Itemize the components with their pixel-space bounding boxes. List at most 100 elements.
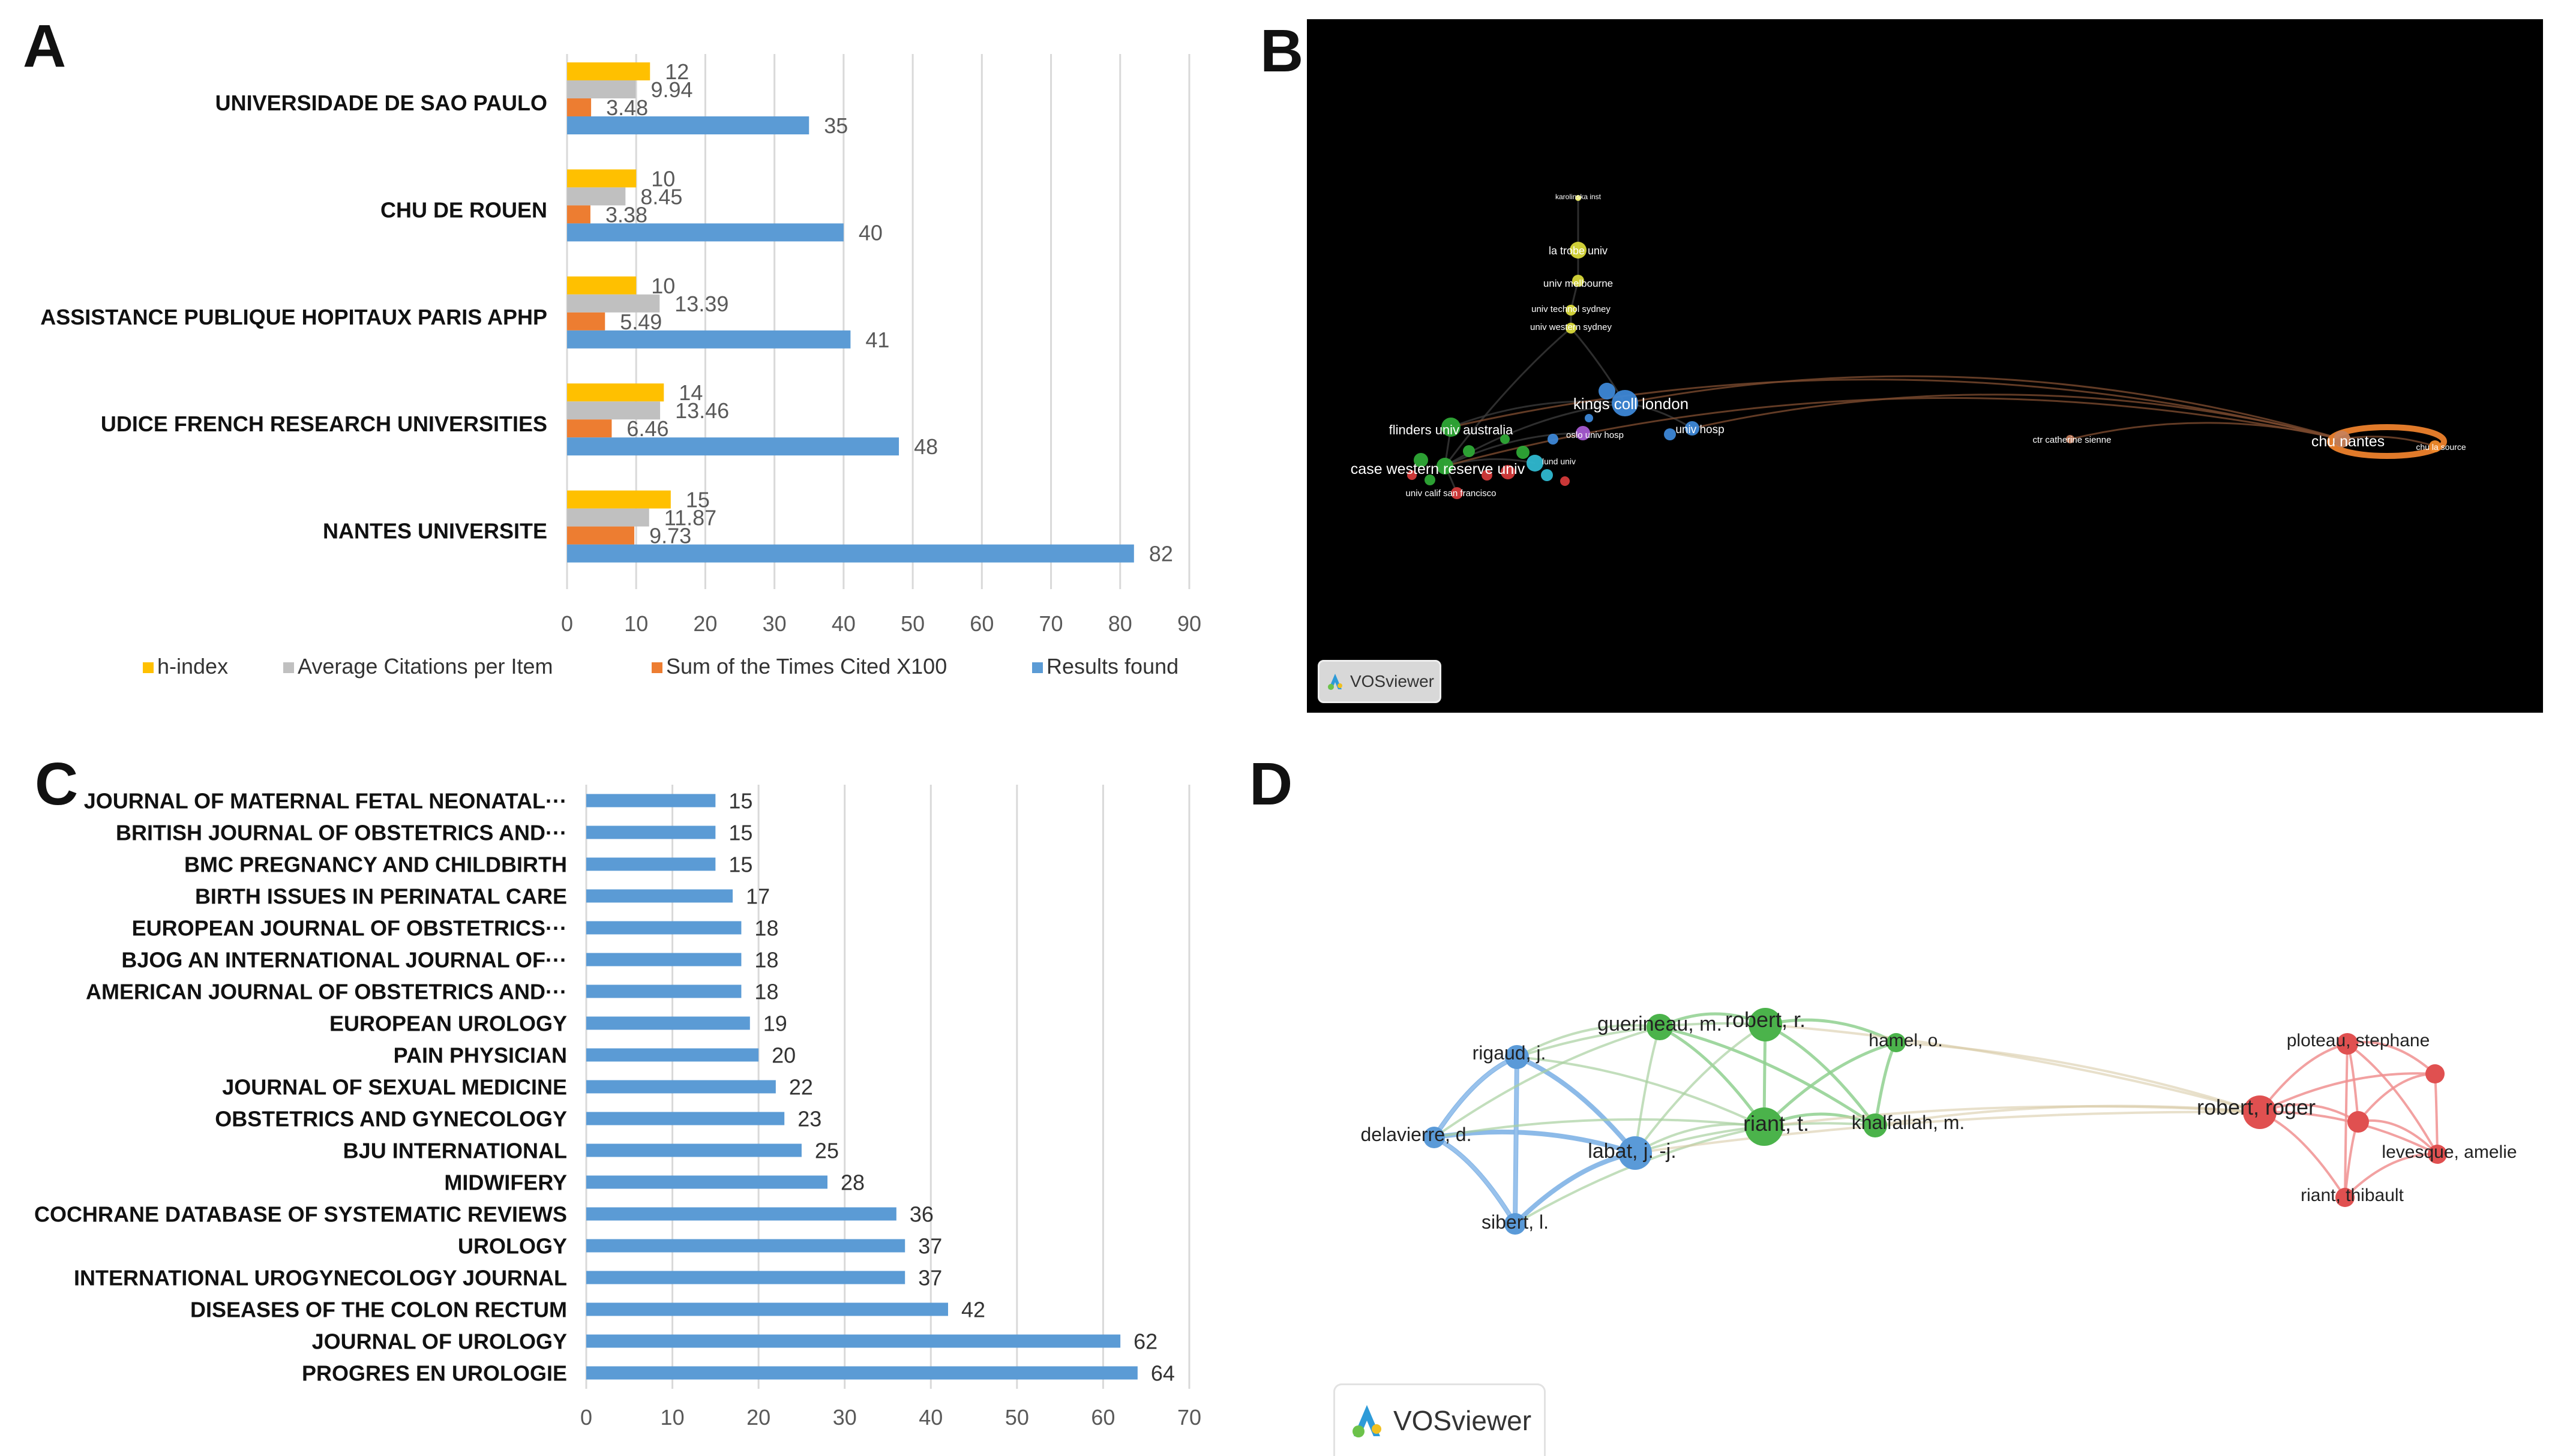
network-edge	[2344, 1152, 2438, 1199]
data-label: 17	[746, 884, 770, 909]
network-edge	[1513, 1056, 1519, 1224]
network-node	[1647, 1014, 1673, 1040]
bar	[567, 98, 592, 116]
network-node	[1541, 469, 1553, 481]
bar	[586, 921, 742, 935]
category-label: PAIN PHYSICIAN	[394, 1043, 567, 1068]
panel-label-c: C	[35, 750, 79, 818]
network-edge	[1433, 1136, 1517, 1225]
data-label: 40	[859, 220, 883, 245]
bar	[567, 62, 650, 80]
data-label: 41	[865, 328, 889, 352]
network-node-label: robert, roger	[2197, 1095, 2316, 1119]
chart-a: 0 10 20 30 40 50 60 70 80 90 UNIVERSIDADE DE SAO P…	[40, 54, 1201, 679]
category-label: JOURNAL OF SEXUAL MEDICINE	[222, 1075, 567, 1100]
bar	[567, 490, 671, 509]
x-tick-label: 0	[580, 1405, 592, 1430]
data-label: 18	[754, 948, 778, 972]
network-node-label: hamel, o.	[1869, 1031, 1942, 1050]
data-label: 9.94	[651, 77, 693, 102]
bar	[586, 1334, 1121, 1348]
legend-swatch	[1032, 662, 1043, 673]
x-tick-label: 20	[746, 1405, 770, 1430]
panel-label-d: D	[1249, 750, 1293, 818]
network-node	[2335, 1188, 2355, 1207]
category-label: BJOG AN INTERNATIONAL JOURNAL OF···	[121, 948, 567, 972]
x-tick-label: 70	[1177, 1405, 1201, 1430]
panel-label-b: B	[1260, 17, 1304, 85]
bar	[586, 1080, 776, 1094]
network-node	[1612, 390, 1638, 416]
network-node	[1505, 1045, 1529, 1069]
network-node-label: guerineau, m.	[1597, 1013, 1722, 1035]
bar	[586, 1175, 827, 1189]
network-node	[1585, 414, 1593, 422]
network-node	[2334, 431, 2350, 448]
data-label: 9.73	[649, 524, 691, 548]
network-node-label: rigaud, j.	[1473, 1042, 1546, 1064]
legend-swatch	[283, 662, 294, 673]
data-label: 25	[815, 1139, 839, 1163]
data-label: 18	[754, 916, 778, 941]
panel-label-a: A	[23, 13, 67, 80]
category-label: BMC PREGNANCY AND CHILDBIRTH	[184, 852, 567, 877]
x-tick-label: 30	[833, 1405, 857, 1430]
bar	[586, 953, 742, 966]
bar	[586, 1302, 948, 1316]
data-label: 36	[910, 1202, 934, 1227]
data-label: 11.87	[664, 506, 716, 530]
bar	[567, 419, 612, 438]
category-label: BJU INTERNATIONAL	[343, 1139, 567, 1163]
network-node-label: univ western sydney	[1530, 322, 1612, 332]
network-edge	[1659, 1025, 1876, 1127]
category-label: AMERICAN JOURNAL OF OBSTETRICS AND···	[86, 980, 567, 1004]
x-tick-label: 80	[1108, 611, 1132, 636]
network-node	[2243, 1095, 2277, 1129]
network-node	[1482, 470, 1492, 481]
bar	[586, 1143, 802, 1157]
data-label: 15	[728, 789, 752, 813]
bar	[586, 889, 733, 903]
network-node-label: la trobe univ	[1549, 245, 1608, 257]
network-node-label: univ hosp	[1675, 424, 1724, 436]
network-node-label: sibert, l.	[1482, 1211, 1549, 1233]
bar	[586, 1112, 785, 1125]
network-b: karolinska inst la trobe univ univ melbour…	[1307, 19, 2543, 713]
network-edge	[2344, 1043, 2349, 1198]
category-label: EUROPEAN JOURNAL OF OBSTETRICS···	[132, 916, 567, 941]
network-node	[1500, 434, 1510, 444]
bar	[586, 1207, 896, 1221]
network-edge	[1516, 1055, 1638, 1155]
network-node	[2425, 1064, 2445, 1083]
network-node-label: riant, thibault	[2301, 1185, 2404, 1205]
x-tick-label: 0	[561, 611, 573, 636]
network-node	[1441, 418, 1461, 437]
category-label: JOURNAL OF MATERNAL FETAL NEONATAL···	[84, 789, 567, 813]
data-label: 64	[1151, 1361, 1175, 1386]
network-node-label: univ technol sydney	[1531, 304, 1611, 314]
network-node-label: karolinska inst	[1555, 193, 1602, 201]
network-edge	[1634, 1023, 1767, 1154]
network-node	[1618, 1136, 1652, 1170]
data-label: 5.49	[620, 310, 662, 334]
x-tick-label: 70	[1039, 611, 1063, 636]
data-label: 48	[914, 434, 938, 459]
category-label: UDICE FRENCH RESEARCH UNIVERSITIES	[101, 412, 547, 436]
data-label: 10	[651, 166, 675, 191]
bar	[567, 187, 626, 206]
vosviewer-badge-b: VOSviewer	[1318, 660, 1441, 703]
data-label: 13.39	[674, 292, 728, 316]
network-node	[2066, 435, 2074, 443]
network-node-label: univ melbourne	[1543, 278, 1613, 289]
network-node	[1407, 470, 1417, 480]
network-node-label: lund univ	[1542, 457, 1576, 466]
network-node	[1463, 445, 1475, 457]
category-label: PROGRES EN UROLOGIE	[302, 1361, 567, 1386]
network-node	[1451, 487, 1463, 499]
data-label: 82	[1149, 542, 1173, 566]
network-edge	[2346, 1043, 2359, 1122]
network-node	[1572, 275, 1584, 287]
bar	[567, 383, 664, 402]
data-label: 14	[679, 380, 703, 405]
network-node-label: ctr catherine sienne	[2033, 435, 2112, 445]
